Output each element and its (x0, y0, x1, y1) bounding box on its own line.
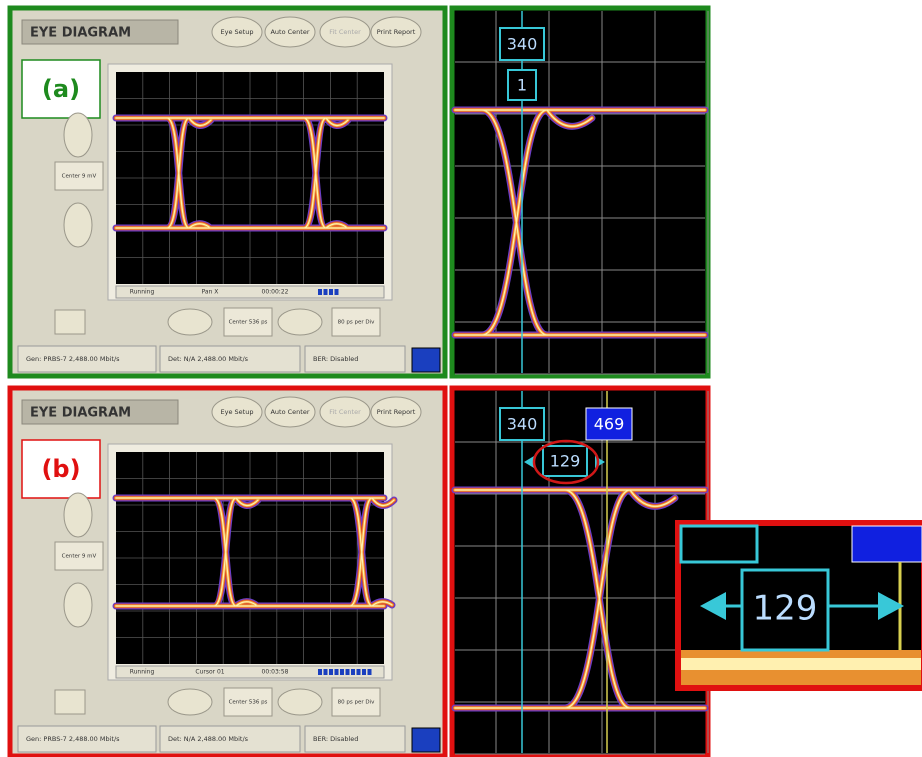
progress-block (324, 669, 328, 675)
progress-block (329, 289, 333, 295)
progress-block (346, 669, 350, 675)
control-text: Center 536 ps (229, 700, 268, 706)
progress-block (329, 669, 333, 675)
toolbar-button-label: Fit Center (329, 408, 361, 416)
toolbar-button-label: Fit Center (329, 28, 361, 36)
fast-button[interactable] (278, 309, 322, 335)
inset-box-partial (681, 526, 757, 562)
scroll-button[interactable] (64, 113, 92, 157)
panel-label: (a) (42, 75, 80, 103)
progress-block (351, 669, 355, 675)
scroll-button[interactable] (64, 583, 92, 627)
progress-block (357, 669, 361, 675)
progress-block (362, 669, 366, 675)
progress-block (368, 669, 372, 675)
toolbar-button-label: Eye Setup (221, 408, 254, 416)
footer-text: Det: N/A 2,488.00 Mbit/s (168, 355, 249, 363)
small-button[interactable] (55, 310, 85, 334)
status-text: Running (130, 289, 155, 296)
status-text: Running (130, 669, 155, 676)
status-text: 00:00:22 (262, 289, 289, 296)
inset-blue-box (852, 526, 922, 562)
footer-icon (412, 348, 440, 372)
fast-button[interactable] (278, 689, 322, 715)
scroll-button[interactable] (64, 493, 92, 537)
footer-text: Det: N/A 2,488.00 Mbit/s (168, 735, 249, 743)
footer-icon (412, 728, 440, 752)
window-title: EYE DIAGRAM (30, 406, 131, 421)
cursor-label: 469 (594, 415, 625, 434)
control-text: 80 ps per Div (338, 700, 375, 706)
toolbar-button-label: Print Report (377, 408, 416, 416)
small-button[interactable] (55, 690, 85, 714)
delta-label: 129 (550, 452, 581, 471)
zoom-frame (452, 8, 708, 376)
scroll-button[interactable] (64, 203, 92, 247)
left-readout: Center 9 mV (62, 554, 97, 560)
progress-block (335, 289, 339, 295)
inset-delta-label: 129 (753, 589, 818, 629)
toolbar-button-label: Eye Setup (221, 28, 254, 36)
status-text: 00:03:58 (262, 669, 289, 676)
cursor-label: 1 (517, 76, 527, 95)
footer-text: Gen: PRBS-7 2,488.00 Mbit/s (26, 735, 120, 743)
control-text: Center 536 ps (229, 320, 268, 326)
left-readout: Center 9 mV (62, 174, 97, 180)
inset-band-light (681, 658, 921, 670)
panel-label: (b) (41, 455, 80, 483)
footer-text: BER: Disabled (313, 355, 358, 363)
cursor-label: 340 (507, 415, 538, 434)
play-button[interactable] (168, 689, 212, 715)
control-text: 80 ps per Div (338, 320, 375, 326)
progress-block (324, 289, 328, 295)
status-text: Pan X (202, 289, 219, 296)
toolbar-button-label: Auto Center (270, 408, 309, 416)
status-bar (116, 286, 384, 298)
play-button[interactable] (168, 309, 212, 335)
footer-text: BER: Disabled (313, 735, 358, 743)
window-title: EYE DIAGRAM (30, 26, 131, 41)
screenshot: EYE DIAGRAM Eye Setup Auto Center Fit Cente… (0, 0, 922, 757)
toolbar-button-label: Print Report (377, 28, 416, 36)
footer-text: Gen: PRBS-7 2,488.00 Mbit/s (26, 355, 120, 363)
status-text: Cursor 01 (195, 669, 224, 676)
progress-block (318, 669, 322, 675)
progress-block (335, 669, 339, 675)
cursor-label: 340 (507, 35, 538, 54)
progress-block (318, 289, 322, 295)
toolbar-button-label: Auto Center (270, 28, 309, 36)
progress-block (340, 669, 344, 675)
